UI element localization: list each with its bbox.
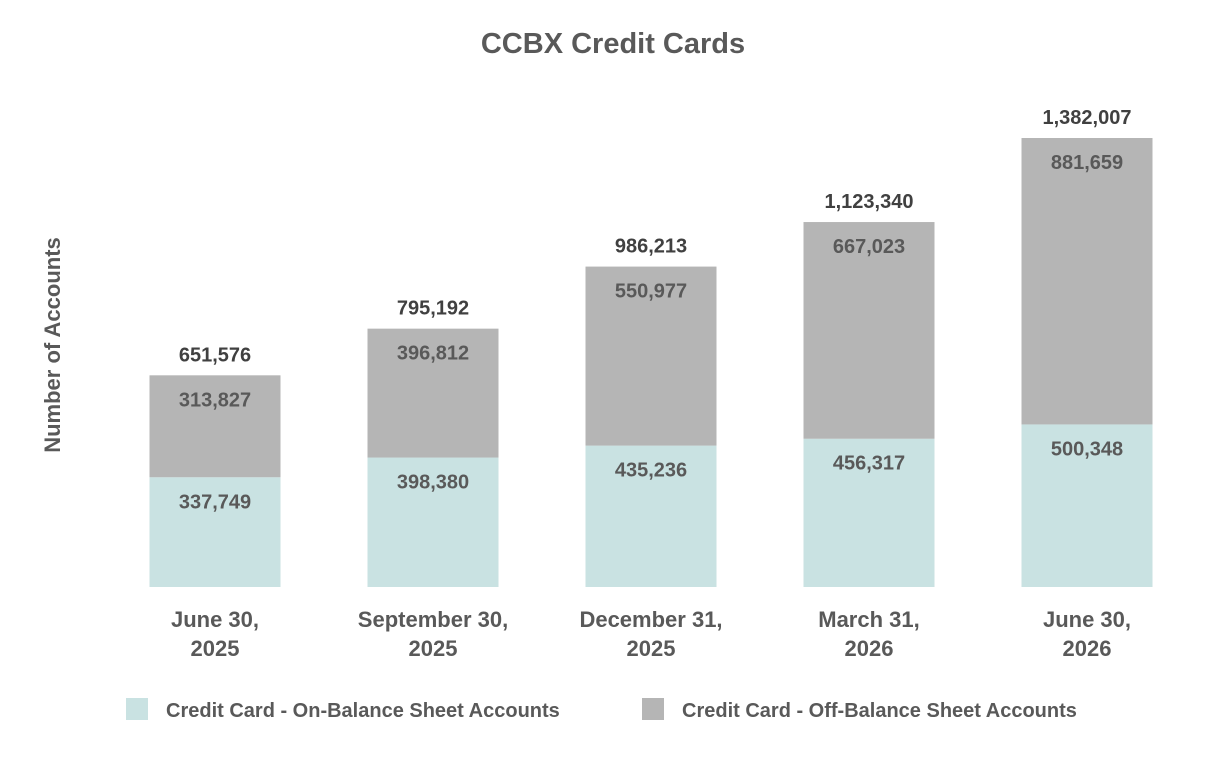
total-label-3: 1,123,340 — [825, 191, 914, 213]
bar-segment-off-balance-0 — [149, 375, 281, 478]
x-tick-label-4-line-1: 2026 — [1063, 636, 1112, 661]
data-label-off-balance-4: 881,659 — [1051, 152, 1123, 174]
total-label-2: 986,213 — [615, 236, 687, 258]
data-label-off-balance-0: 313,827 — [179, 389, 251, 411]
bar-segment-off-balance-2 — [585, 266, 717, 446]
legend-label-off-balance: Credit Card - Off-Balance Sheet Accounts — [682, 700, 1077, 722]
legend: Credit Card - On-Balance Sheet Accounts C… — [126, 698, 1077, 722]
data-label-on-balance-2: 435,236 — [615, 460, 687, 482]
legend-swatch-on-balance — [126, 698, 148, 720]
bar-segment-on-balance-4 — [1021, 424, 1153, 587]
chart-title: CCBX Credit Cards — [481, 28, 745, 60]
x-tick-label-2-line-0: December 31, — [579, 607, 722, 632]
total-label-4: 1,382,007 — [1043, 107, 1132, 129]
data-label-on-balance-3: 456,317 — [833, 453, 905, 475]
x-tick-label-2-line-1: 2025 — [627, 636, 676, 661]
y-axis-label: Number of Accounts — [40, 237, 65, 453]
data-label-off-balance-1: 396,812 — [397, 343, 469, 365]
x-axis-ticks: June 30, 2025 September 30, 2025 December 31… — [171, 607, 1131, 661]
bar-segment-off-balance-3 — [803, 222, 935, 439]
x-tick-label-3-line-0: March 31, — [818, 607, 920, 632]
bar-segment-off-balance-4 — [1021, 138, 1153, 425]
x-tick-label-0-line-1: 2025 — [191, 636, 240, 661]
bars-layer — [149, 138, 1153, 587]
legend-label-on-balance: Credit Card - On-Balance Sheet Accounts — [166, 700, 560, 722]
bar-segment-on-balance-1 — [367, 457, 499, 587]
total-label-1: 795,192 — [397, 298, 469, 320]
total-label-0: 651,576 — [179, 344, 251, 366]
bar-segment-off-balance-1 — [367, 328, 499, 458]
data-label-on-balance-1: 398,380 — [397, 472, 469, 494]
x-tick-label-1-line-1: 2025 — [409, 636, 458, 661]
bar-segment-on-balance-3 — [803, 438, 935, 587]
x-tick-label-4-line-0: June 30, — [1043, 607, 1131, 632]
data-label-on-balance-4: 500,348 — [1051, 438, 1123, 460]
data-label-on-balance-0: 337,749 — [179, 491, 251, 513]
x-tick-label-1-line-0: September 30, — [358, 607, 508, 632]
legend-swatch-off-balance — [642, 698, 664, 720]
labels-layer: 337,749 313,827 651,576 398,380 396,812 795,1… — [179, 107, 1132, 513]
x-tick-label-3-line-1: 2026 — [845, 636, 894, 661]
data-label-off-balance-2: 550,977 — [615, 281, 687, 303]
bar-segment-on-balance-2 — [585, 445, 717, 587]
x-tick-label-0-line-0: June 30, — [171, 607, 259, 632]
data-label-off-balance-3: 667,023 — [833, 236, 905, 258]
bar-segment-on-balance-0 — [149, 477, 281, 587]
